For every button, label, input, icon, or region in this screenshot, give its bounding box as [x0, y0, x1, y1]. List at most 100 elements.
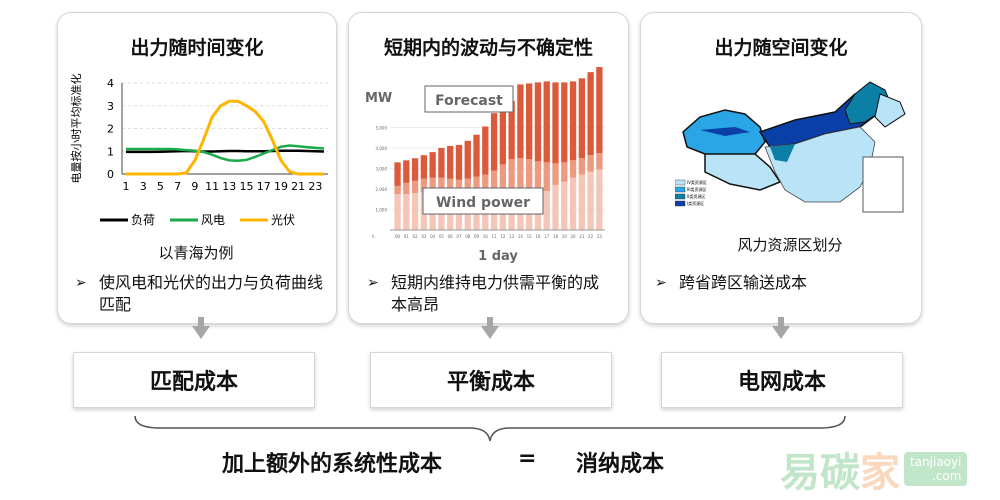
x-tick-label: 9	[191, 180, 198, 193]
x-tick-label: 14	[518, 234, 524, 239]
bar-segment	[455, 144, 463, 180]
bar-segment	[499, 107, 507, 165]
legend-label: II类资源区	[687, 193, 705, 199]
panel-title: 出力随空间变化	[714, 37, 848, 59]
bar-segment	[552, 82, 559, 164]
grid-cost-box: 电网成本	[661, 352, 903, 408]
bar-segment	[499, 164, 507, 192]
bar-segment	[543, 191, 550, 230]
legend-label: IV类资源区	[687, 179, 707, 185]
y-tick-label: 2,000	[376, 187, 388, 192]
bar-segment	[420, 155, 428, 179]
panel-title: 出力随时间变化	[130, 37, 264, 59]
bar-segment	[403, 160, 410, 183]
bar-segment	[543, 162, 550, 192]
series-line-光伏	[126, 99, 324, 176]
x-tick-label: 19	[274, 180, 288, 193]
curly-brace	[134, 415, 846, 442]
bar-segment	[473, 134, 480, 177]
x-tick-label: 5	[157, 180, 164, 193]
x-tick-label: 19	[562, 234, 568, 239]
bar-segment	[447, 145, 454, 179]
bar-segment	[596, 169, 603, 230]
x-tick-label: 21	[579, 234, 585, 239]
bar-segment	[561, 162, 568, 182]
y-tick-label: 2	[107, 123, 114, 136]
bar-segment	[526, 159, 533, 192]
x-tick-label: 11	[492, 234, 498, 239]
x-tick-label: 10	[483, 234, 489, 239]
x-tick-label: 03	[421, 234, 427, 239]
y-tick-label: 4,000	[376, 146, 388, 151]
x-tick-label: 23	[308, 180, 322, 193]
down-arrow-icon	[192, 317, 210, 339]
panel-time-variation: 出力随时间变化	[57, 12, 337, 324]
bar-segment	[403, 182, 410, 195]
y-tick-label: 0	[107, 168, 114, 181]
bar-segment	[561, 181, 568, 230]
arrow-bullet-icon: ➢	[367, 275, 379, 291]
x-tick-label: 01	[404, 234, 410, 239]
bar-segment	[587, 171, 594, 230]
x-tick-label: 15	[240, 180, 254, 193]
bar-segment	[596, 153, 603, 170]
y-tick-label: 3,000	[376, 167, 388, 172]
x-tick-label: 06	[448, 234, 454, 239]
x-tick-label: 23	[597, 234, 603, 239]
bar-segment	[587, 72, 594, 156]
x-tick-label: 12	[500, 234, 506, 239]
bar-segment	[596, 67, 603, 154]
bar-segment	[394, 185, 401, 195]
system-cost-text: 加上额外的系统性成本	[222, 452, 443, 477]
bar-segment	[508, 100, 515, 160]
bar-segment	[411, 180, 419, 194]
watermark-logo: 易碳家 tanjiaoyi .com	[780, 440, 968, 498]
bar-segment	[394, 194, 401, 230]
bar-segment	[411, 193, 419, 230]
bar-segment	[578, 158, 585, 175]
annotation-box	[422, 187, 544, 215]
x-axis-label: 1 day	[478, 249, 518, 264]
x-tick-label: 05	[439, 234, 445, 239]
x-tick-label: 11	[205, 180, 219, 193]
x-tick-label: 04	[430, 234, 436, 239]
wind-resource-map: IV类资源区 III类资源区 II类资源区 I类资源区	[675, 81, 906, 213]
matching-cost-box: 匹配成本	[73, 352, 315, 408]
y-tick-label: 4	[107, 77, 114, 90]
down-arrow-icon	[772, 317, 790, 339]
bar-segment	[429, 152, 436, 178]
bullet-item: ➢ 跨省跨区输送成本	[655, 273, 808, 292]
x-tick-label: 17	[257, 180, 271, 193]
bar-segment	[438, 148, 445, 178]
x-tick-label: 08	[465, 234, 471, 239]
arrow-bullet-icon: ➢	[655, 275, 667, 291]
legend-label: 风电	[201, 213, 225, 227]
series-line-负荷	[126, 149, 325, 154]
bar-segment	[587, 155, 594, 172]
map-caption: 风力资源区划分	[737, 236, 843, 254]
bar-segment	[482, 174, 489, 192]
x-tick-label: 18	[553, 234, 559, 239]
x-tick-label: 13	[222, 180, 236, 193]
bar-segment	[534, 161, 542, 192]
x-tick-label: 1	[123, 180, 130, 193]
x-tick-label: 00	[395, 234, 401, 239]
bar-segment	[517, 158, 524, 192]
y-axis-label: 电量按小时平均标准化	[69, 74, 83, 184]
bar-segment	[552, 184, 559, 230]
bar-segment	[552, 163, 559, 185]
bar-segment	[534, 82, 542, 162]
bar-segment	[411, 158, 419, 181]
bullet-item: ➢ 短期内维持电力供需平衡的成本高昂	[367, 273, 600, 314]
legend-label: I类资源区	[687, 200, 704, 206]
bar-segment	[490, 170, 498, 192]
chart-caption: 以青海为例	[158, 244, 234, 262]
bar-segment	[464, 140, 471, 179]
bar-segment	[517, 84, 524, 159]
bar-segment	[569, 160, 577, 178]
equals-sign: =	[518, 446, 537, 471]
bar-segment	[490, 113, 498, 171]
down-arrow-icon	[481, 317, 499, 339]
bullet-item: ➢ 使风电和光伏的出力与负荷曲线匹配	[75, 273, 324, 314]
